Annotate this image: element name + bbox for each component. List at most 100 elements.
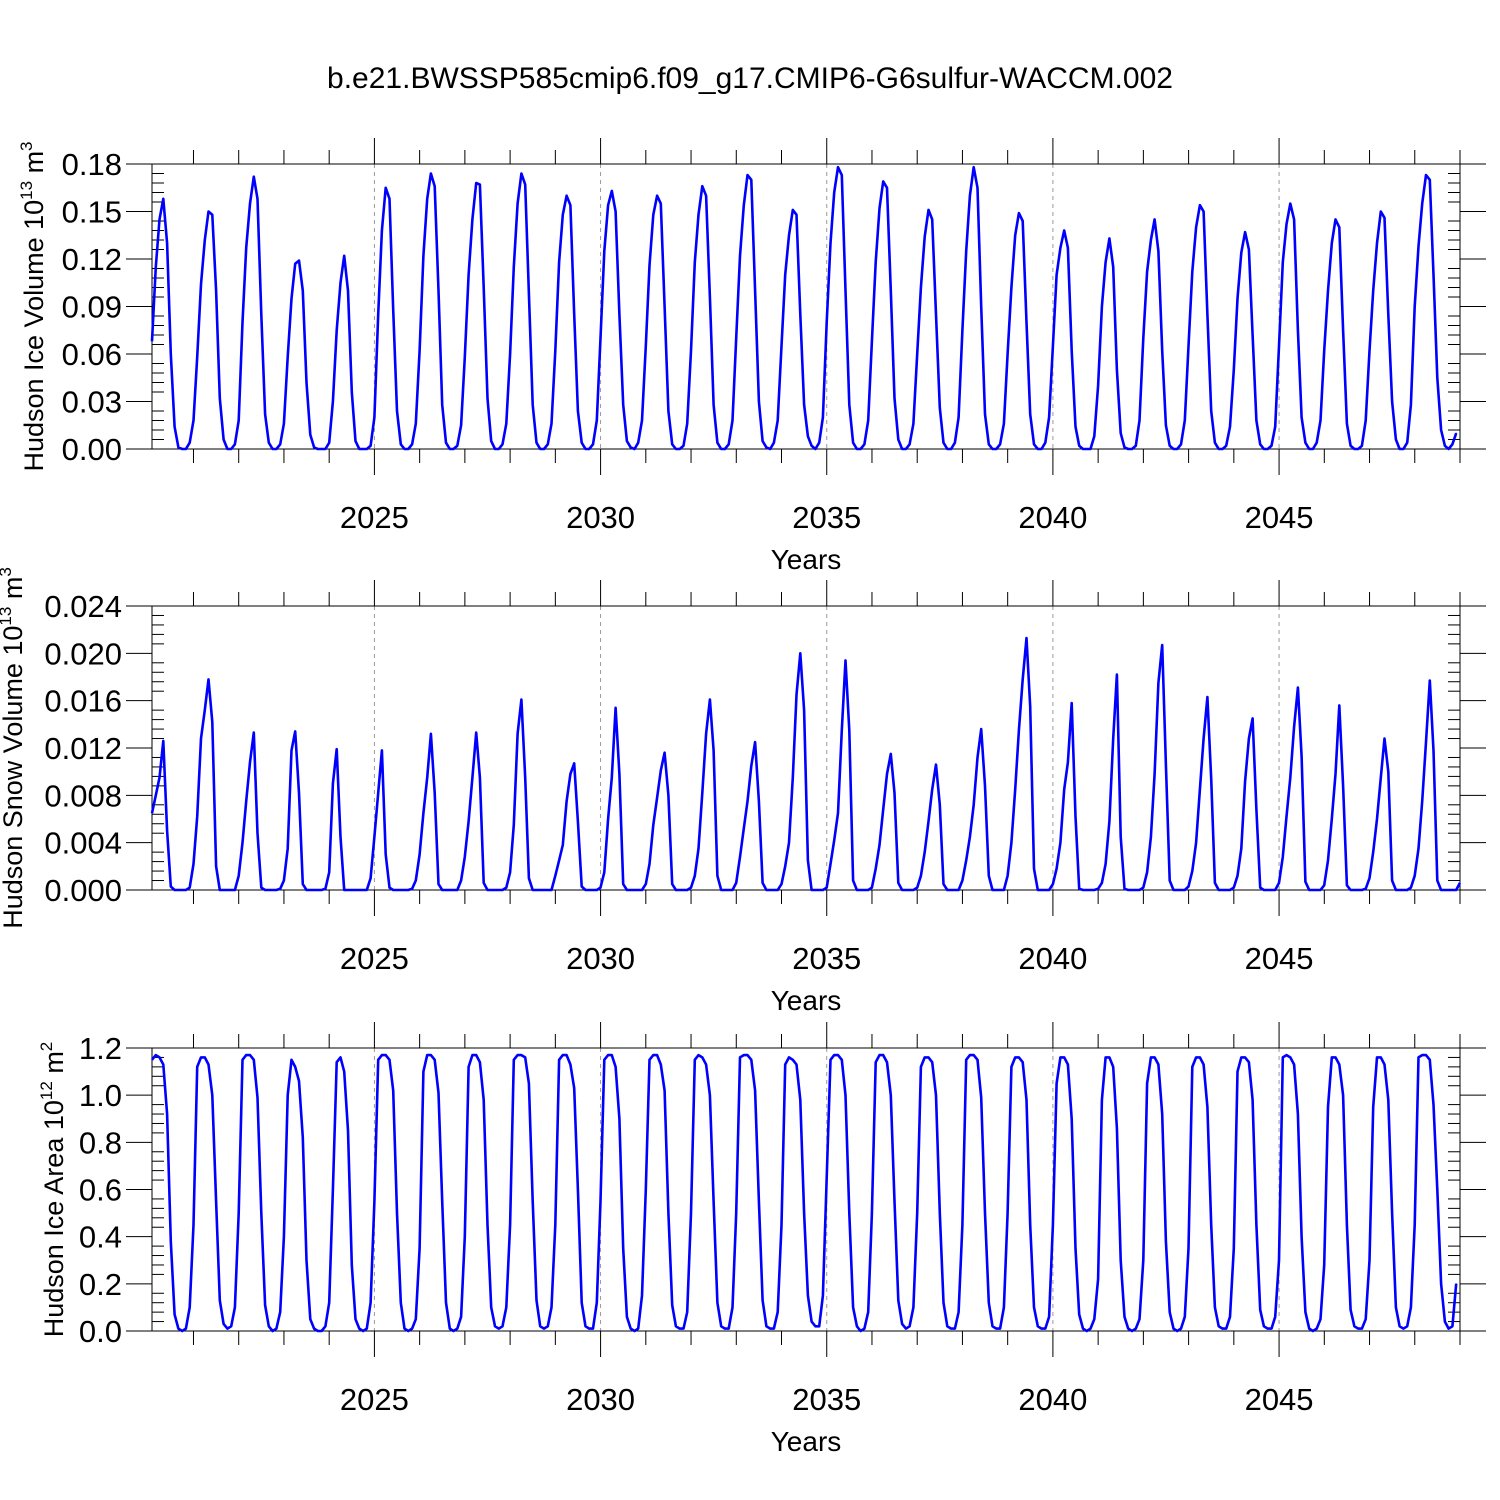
data-point [713,749,715,752]
data-point [264,1304,266,1306]
data-point [1037,1325,1039,1327]
data-point [935,1094,937,1096]
data-point [931,1061,933,1063]
data-point [1357,448,1359,450]
data-point [1312,1330,1314,1332]
series-line-snow-volume [150,636,1462,892]
data-point [739,1056,741,1058]
data-point [245,800,247,802]
data-point [407,448,409,450]
data-point [950,889,952,891]
data-point [441,889,443,891]
data-point [912,889,915,891]
data-point [984,785,986,787]
data-point [645,1188,647,1191]
data-point [517,1054,519,1056]
data-point [411,888,413,890]
data-point [905,448,907,450]
data-point [622,883,624,885]
data-point [976,756,979,759]
ytick-label: 0.09 [62,290,122,325]
data-point [1274,426,1276,428]
data-point [1285,816,1288,818]
data-point [1180,889,1182,891]
data-point [1131,889,1133,891]
ytick-label: 0.020 [44,636,122,671]
data-point [505,1306,507,1308]
data-point [290,1059,293,1061]
data-point [241,842,244,844]
data-point [1399,1325,1401,1327]
data-point [1421,800,1423,802]
data-point [317,1330,319,1332]
data-point [818,1325,820,1327]
data-point [490,889,492,891]
data-point [954,442,956,444]
data-point [694,1059,696,1061]
data-point [811,445,813,447]
data-point [675,448,677,450]
data-point [939,1212,941,1214]
data-point [950,1328,952,1330]
data-point [697,1054,700,1056]
data-point [1248,1061,1250,1063]
data-point [1101,305,1103,308]
data-point [811,889,813,891]
data-point [1225,889,1227,891]
data-point [1410,887,1412,889]
data-point [1210,1224,1212,1226]
data-point [207,678,210,681]
data-point [279,443,281,445]
data-point [539,889,541,891]
data-point [309,434,311,436]
data-point [1014,1056,1016,1058]
x-axis-title: Years [771,544,842,575]
data-point [283,1236,285,1238]
data-point [762,1299,764,1301]
data-point [520,172,523,175]
data-point [1172,448,1175,450]
data-point [844,659,847,662]
data-point [241,1059,244,1061]
data-point [592,1328,594,1330]
data-point [626,1316,628,1318]
data-point [739,255,741,257]
data-point [890,290,892,292]
data-point [1368,877,1371,879]
data-point [550,889,553,891]
data-point [366,448,368,450]
data-point [422,1071,424,1073]
data-point [664,752,666,754]
data-point [539,1325,541,1327]
data-point [1432,274,1435,276]
data-point [1161,350,1163,352]
data-point [807,1295,809,1297]
data-point [1252,334,1254,336]
data-point [158,218,161,220]
data-point [441,1200,443,1202]
data-point [1274,889,1276,891]
data-point [532,404,534,406]
data-point [784,274,786,276]
data-point [181,889,183,891]
data-point [298,792,300,794]
data-point [1236,298,1239,300]
data-point [588,1328,590,1330]
data-point [984,413,986,415]
xtick-label: 2045 [1245,500,1314,535]
data-point [867,889,869,891]
data-point [1078,1313,1080,1316]
data-point [935,764,937,766]
data-point [207,1063,210,1066]
data-point [445,889,447,891]
data-point [1440,889,1442,891]
data-point [1395,1306,1397,1308]
data-point [867,419,869,422]
data-point [456,889,458,891]
data-point [532,1200,534,1202]
data-point [1010,1066,1013,1068]
data-point [1059,842,1061,844]
data-point [886,1061,888,1063]
data-point [434,185,436,187]
data-point [475,182,477,184]
